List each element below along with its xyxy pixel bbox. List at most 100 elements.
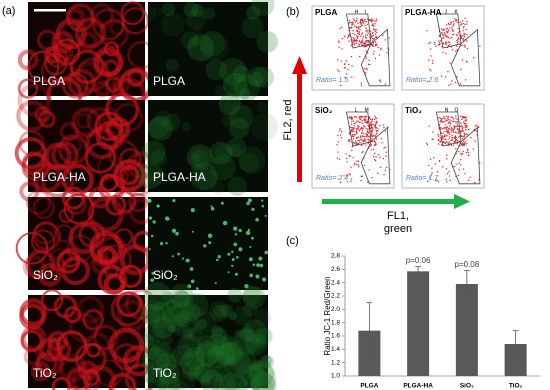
cell [40, 53, 74, 87]
event [462, 129, 464, 132]
spot [216, 258, 219, 262]
event [361, 19, 364, 22]
event [360, 19, 362, 22]
glow [150, 369, 169, 387]
glow [214, 84, 227, 97]
event [449, 41, 451, 44]
event [374, 29, 376, 31]
event [353, 124, 355, 126]
event [348, 117, 350, 119]
event [374, 41, 377, 43]
glow [254, 309, 272, 327]
event [459, 159, 462, 161]
event [351, 118, 353, 121]
event [451, 134, 453, 136]
glow [229, 104, 254, 130]
event [356, 17, 358, 20]
glow [215, 143, 233, 161]
glow [211, 341, 236, 366]
glow [192, 153, 202, 163]
cell [113, 159, 146, 192]
event [466, 148, 469, 150]
event [385, 166, 388, 169]
event [362, 130, 364, 132]
event [428, 68, 431, 71]
event [370, 36, 373, 38]
event [361, 139, 363, 141]
event [349, 173, 351, 176]
event [449, 179, 452, 182]
cell [33, 220, 58, 245]
glow [153, 170, 167, 185]
event [454, 131, 457, 133]
ratio: Ratio= 1.5 [316, 77, 348, 84]
event [452, 20, 455, 23]
event [436, 179, 438, 181]
event [362, 141, 364, 143]
event [454, 137, 457, 139]
event [371, 40, 374, 42]
cell [113, 168, 129, 185]
event [343, 175, 345, 177]
event [466, 23, 468, 25]
error-bar [366, 302, 373, 359]
event [460, 152, 462, 155]
event [371, 132, 373, 134]
glow [235, 328, 244, 338]
event [442, 166, 444, 168]
event [429, 176, 431, 178]
glow [165, 299, 177, 312]
event [449, 27, 451, 29]
event [369, 145, 371, 148]
cell [82, 368, 100, 387]
event [353, 162, 356, 165]
event [448, 118, 450, 121]
event [357, 27, 359, 29]
event [466, 33, 468, 36]
event [361, 41, 364, 44]
event [356, 120, 358, 122]
cell [32, 221, 61, 251]
event [453, 120, 455, 123]
event [452, 120, 454, 123]
event [359, 136, 362, 138]
spot [195, 287, 199, 290]
event [432, 131, 434, 133]
event [464, 79, 467, 81]
cell [83, 365, 117, 390]
event [462, 22, 464, 25]
event [361, 120, 363, 122]
event [359, 29, 361, 31]
spot [148, 216, 153, 220]
event [460, 154, 462, 156]
cell [60, 256, 90, 286]
cell [26, 190, 51, 215]
glow [254, 338, 265, 348]
event [372, 19, 374, 21]
glow [225, 378, 241, 390]
event [440, 75, 443, 77]
event [341, 48, 343, 50]
glow [147, 115, 173, 141]
micrograph-bg [148, 2, 268, 96]
event [463, 132, 465, 135]
event [432, 138, 434, 141]
y-tick-label: 2.2 [331, 293, 340, 300]
event [446, 27, 448, 30]
event [458, 136, 460, 138]
event [365, 144, 367, 146]
event [357, 164, 360, 166]
event [348, 34, 350, 36]
event [384, 83, 387, 85]
event [373, 25, 375, 27]
event [351, 76, 353, 78]
event [463, 25, 465, 28]
event [358, 121, 361, 124]
glow [149, 306, 167, 324]
event [448, 23, 450, 26]
event [465, 116, 467, 118]
glow [162, 305, 190, 333]
micrograph: PLGA [140, 0, 279, 102]
event [456, 34, 458, 37]
glow [143, 282, 171, 310]
